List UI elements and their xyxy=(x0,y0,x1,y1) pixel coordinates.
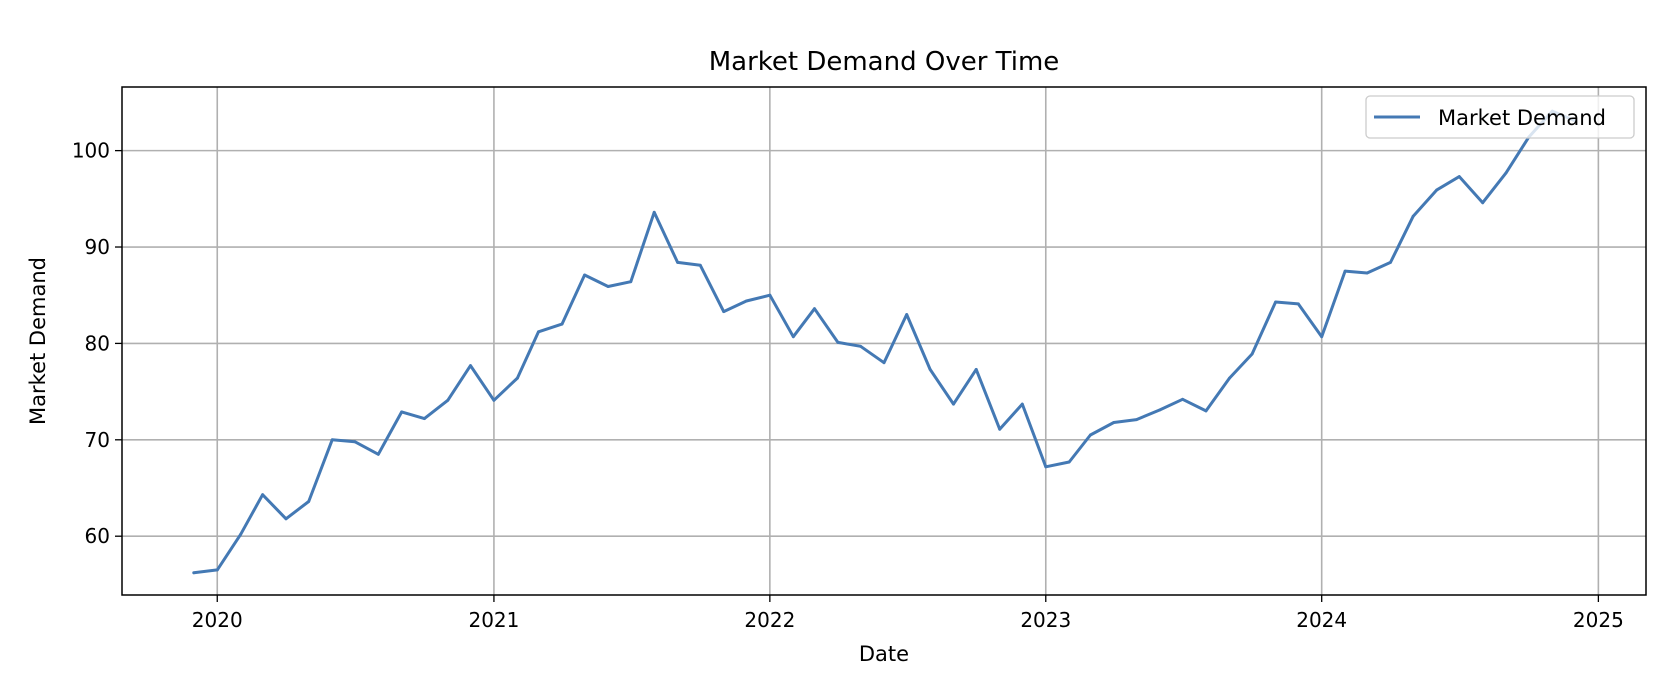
data-point xyxy=(1343,269,1347,273)
data-point xyxy=(629,280,633,284)
series-layer xyxy=(192,109,1577,575)
data-point xyxy=(583,273,586,277)
data-point xyxy=(1411,214,1415,218)
data-point xyxy=(1250,352,1254,356)
data-point xyxy=(698,263,702,267)
data-point xyxy=(1435,188,1438,192)
data-point xyxy=(1389,261,1392,264)
y-tick-label: 100 xyxy=(72,139,110,163)
data-point xyxy=(1481,201,1485,205)
y-axis-title: Market Demand xyxy=(26,257,50,425)
data-point xyxy=(307,500,311,503)
data-point xyxy=(1204,409,1208,413)
data-point xyxy=(560,322,564,326)
data-point xyxy=(791,335,795,339)
data-point xyxy=(676,261,679,264)
data-point xyxy=(813,307,816,311)
x-tick-label: 2021 xyxy=(468,608,519,632)
data-point xyxy=(1044,465,1048,469)
x-axis-title: Date xyxy=(859,642,909,666)
data-point xyxy=(1320,335,1324,339)
data-point xyxy=(492,398,496,402)
x-tick-label: 2024 xyxy=(1296,608,1347,632)
data-point xyxy=(1135,418,1138,421)
data-point xyxy=(1067,460,1071,464)
legend: Market Demand xyxy=(1365,95,1635,139)
legend-box xyxy=(1365,95,1635,139)
y-tick-label: 70 xyxy=(85,428,110,452)
data-point xyxy=(1457,175,1461,179)
data-point xyxy=(330,438,334,442)
data-point xyxy=(652,210,656,214)
data-point xyxy=(606,285,610,288)
legend-label: Market Demand xyxy=(1438,106,1606,130)
x-tick-label: 2023 xyxy=(1020,608,1071,632)
x-tick-label: 2025 xyxy=(1573,608,1624,632)
data-point xyxy=(952,402,955,406)
chart-title: Market Demand Over Time xyxy=(709,47,1060,77)
data-point xyxy=(215,568,219,572)
data-point xyxy=(1296,302,1300,306)
data-point xyxy=(537,330,540,334)
series-line-market-demand xyxy=(192,109,1577,575)
x-tick-label: 2022 xyxy=(744,608,795,632)
data-point xyxy=(722,310,726,313)
y-tick-label: 90 xyxy=(85,235,110,259)
data-point xyxy=(905,313,909,316)
plot-frame xyxy=(121,86,1647,596)
data-point xyxy=(423,417,426,420)
data-point xyxy=(446,398,450,402)
data-point xyxy=(192,571,196,575)
data-point xyxy=(1504,171,1508,175)
data-point xyxy=(1112,421,1116,424)
data-point xyxy=(1089,433,1092,437)
data-point xyxy=(261,493,264,497)
data-point xyxy=(1020,402,1024,406)
y-tick-label: 80 xyxy=(85,331,110,355)
data-point xyxy=(859,344,862,348)
grid-lines xyxy=(122,87,1646,595)
data-point xyxy=(1181,397,1184,401)
data-point xyxy=(974,368,978,371)
data-point xyxy=(998,427,1002,431)
x-tick-label: 2020 xyxy=(192,608,243,632)
data-point xyxy=(836,341,840,344)
data-point xyxy=(745,299,748,303)
data-point xyxy=(1365,271,1369,275)
data-point xyxy=(239,532,243,536)
data-point xyxy=(376,452,380,456)
axis-ticks: 2020 2021 2022 2023 2024 2025 60 70 80 90 100 xyxy=(72,139,1624,632)
data-point xyxy=(1274,300,1277,304)
data-point xyxy=(516,376,519,380)
data-point xyxy=(1158,408,1162,412)
data-point xyxy=(1228,376,1231,380)
data-point xyxy=(284,517,288,521)
data-point xyxy=(469,364,472,367)
y-tick-label: 60 xyxy=(85,524,110,548)
data-point xyxy=(353,440,357,444)
data-point xyxy=(928,368,932,371)
data-point xyxy=(882,361,886,365)
data-point xyxy=(768,293,772,297)
data-point xyxy=(400,410,404,414)
